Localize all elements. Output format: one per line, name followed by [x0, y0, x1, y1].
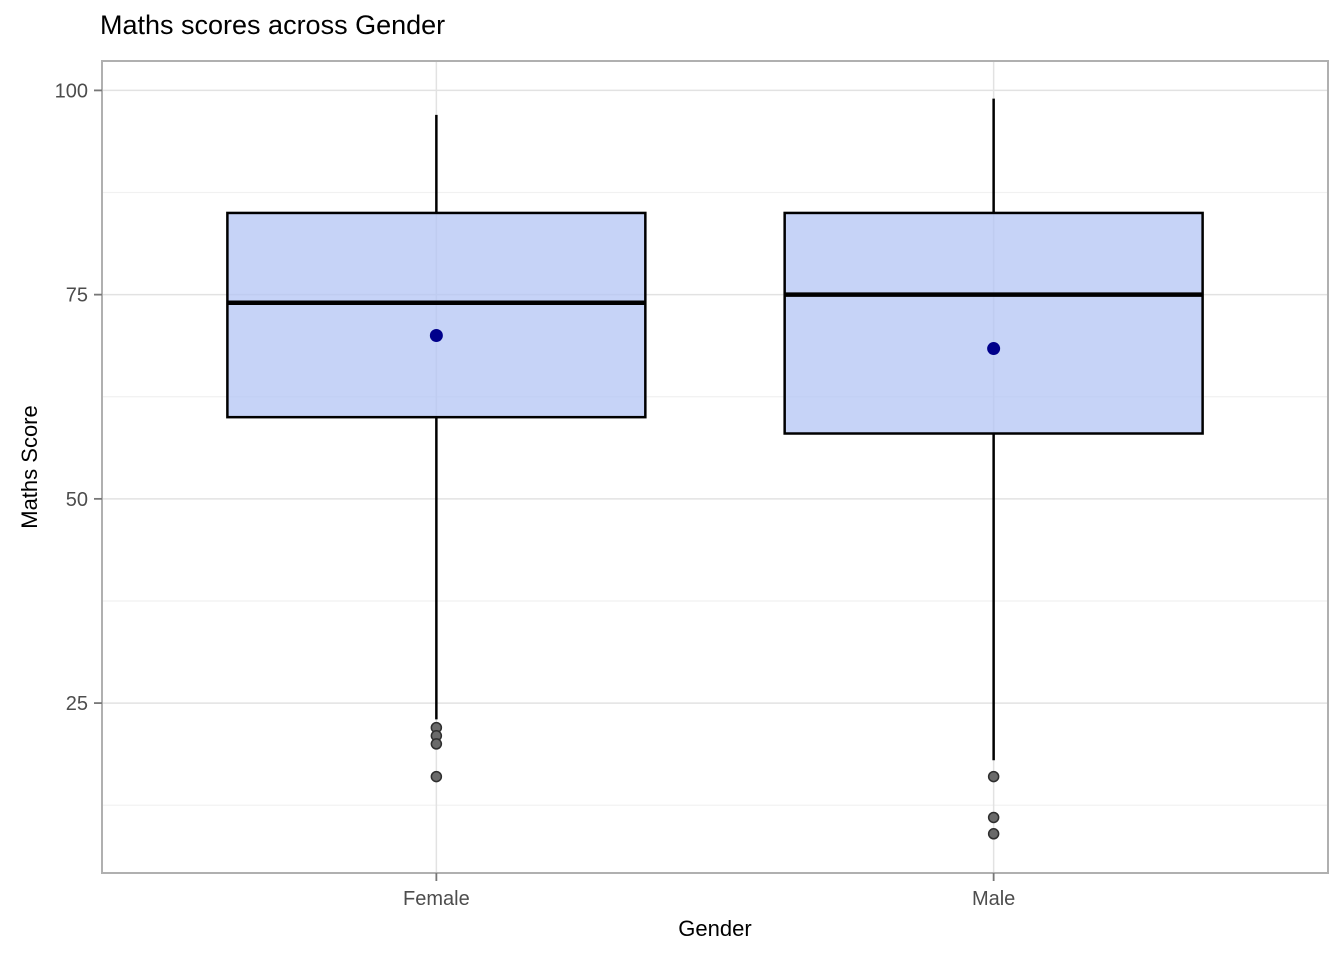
x-tick-label: Female — [403, 888, 470, 910]
panel-border — [101, 60, 1329, 874]
y-tick-label: 50 — [66, 489, 88, 511]
mean-point — [429, 328, 443, 342]
mean-point — [987, 342, 1001, 356]
outlier-point — [987, 828, 1000, 840]
y-tick-label: 75 — [66, 285, 88, 307]
box-female — [226, 211, 647, 419]
x-tick-label: Male — [972, 888, 1015, 910]
outlier-point — [430, 738, 443, 750]
x-axis-title: Gender — [678, 916, 752, 941]
chart-title: Maths scores across Gender — [100, 10, 446, 40]
outlier-point — [987, 770, 1000, 783]
outlier-point — [430, 770, 443, 783]
y-tick-label: 25 — [66, 693, 88, 715]
outlier-point — [987, 811, 1000, 824]
box-male — [783, 211, 1204, 435]
plot-panel — [102, 61, 1328, 873]
y-tick-label: 100 — [55, 80, 88, 102]
